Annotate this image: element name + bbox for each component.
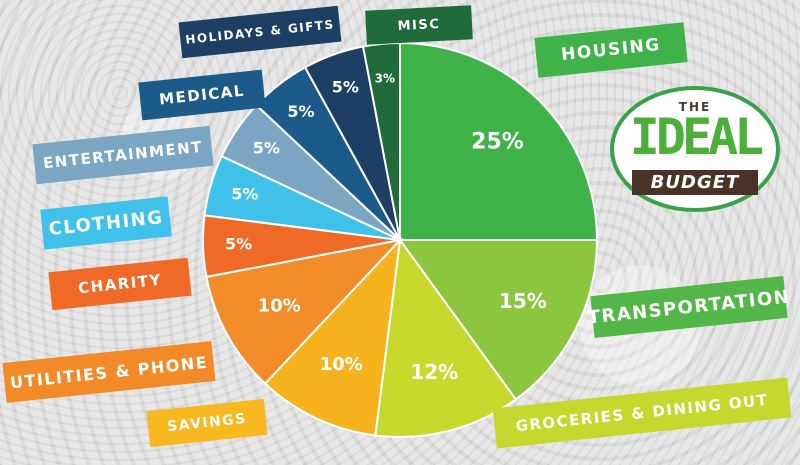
pie-value-label: 5%: [253, 139, 280, 158]
pie-value-label: 12%: [410, 360, 458, 384]
pie-slice-savings: [263, 237, 402, 437]
pie-slice-utilities-phone: [205, 238, 403, 386]
pie-value-label: 15%: [499, 289, 547, 313]
pie-value-label: 10%: [320, 354, 363, 375]
pie-value-label: 5%: [225, 235, 252, 254]
pie-slice-transportation: [398, 239, 599, 401]
pie-slice-housing: [399, 41, 599, 241]
badge-ideal: IDEAL: [629, 108, 765, 166]
pie-value-label: 5%: [231, 184, 258, 203]
pie-value-label: 25%: [471, 129, 524, 154]
badge-the: THE: [678, 100, 712, 114]
label-misc: MISC: [365, 5, 473, 45]
pie-value-label: 10%: [258, 295, 301, 316]
badge-budget: BUDGET: [632, 170, 758, 195]
pie-slice-groceries-dining-out: [374, 237, 518, 438]
ideal-budget-badge: THE IDEAL BUDGET: [610, 86, 780, 212]
pie-value-label: 5%: [332, 78, 359, 97]
pie-value-label: 3%: [375, 72, 395, 86]
pie-value-label: 5%: [287, 102, 314, 121]
